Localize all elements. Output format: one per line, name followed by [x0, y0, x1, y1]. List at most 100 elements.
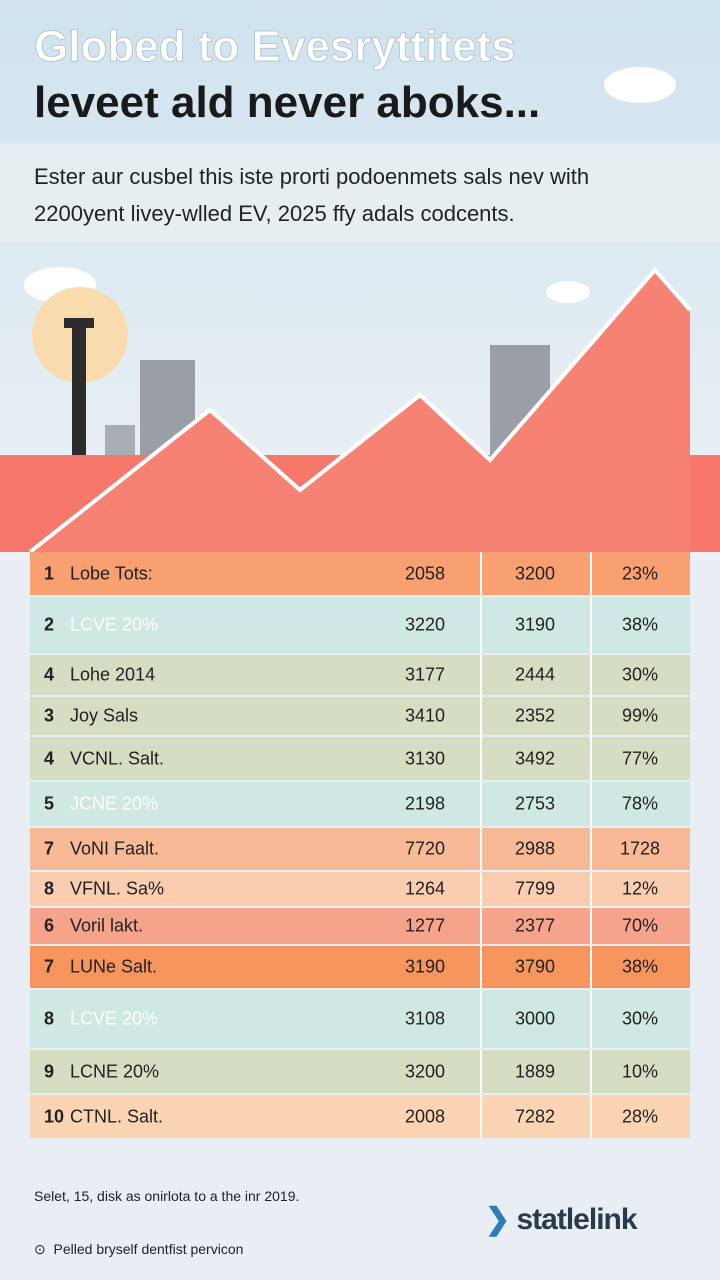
brand-name: statlelink [516, 1203, 637, 1236]
cell: 3410 [404, 705, 446, 726]
divider [590, 872, 592, 906]
rank: 4 [44, 664, 55, 685]
divider [480, 946, 482, 988]
rank: 8 [44, 878, 55, 899]
table-row: 2 LCVE 20% 3220 3190 38% [30, 597, 690, 653]
divider [480, 737, 482, 780]
rank: 10 [44, 1106, 65, 1126]
divider [590, 737, 592, 780]
divider [480, 782, 482, 826]
cell: 7282 [514, 1106, 556, 1126]
cell: 30% [621, 664, 659, 685]
divider [480, 872, 482, 906]
cell: 2058 [404, 563, 446, 583]
cell: 10% [621, 1061, 659, 1081]
rank: 4 [44, 748, 55, 768]
row-label: LCVE 20% [70, 1008, 159, 1029]
divider [480, 597, 482, 653]
title-line: leveet ald never aboks... [34, 78, 541, 127]
cell: 78% [621, 793, 659, 814]
divider [590, 1050, 592, 1093]
cell: 3190 [404, 956, 446, 977]
cell: 1277 [404, 915, 446, 936]
divider [480, 908, 482, 944]
cell: 3177 [404, 664, 446, 685]
rank: 7 [44, 838, 55, 859]
cell: 99% [621, 705, 659, 726]
cell: 3790 [514, 956, 556, 977]
row-label: CTNL. Salt. [70, 1106, 164, 1126]
divider [590, 828, 592, 870]
table-row: 7 VoNI Faalt. 7720 2988 1728 [30, 828, 690, 870]
table-row: 10 CTNL. Salt. 2008 7282 28% [30, 1095, 690, 1138]
table-row: 6 Voril lakt. 1277 2377 70% [30, 908, 690, 944]
cell: 3200 [404, 1061, 446, 1081]
cell: 2444 [514, 664, 556, 685]
cell: 3200 [514, 563, 556, 583]
cell: 3000 [514, 1008, 556, 1029]
cell: 2377 [514, 915, 556, 936]
cell: 28% [621, 1106, 659, 1126]
divider [590, 552, 592, 595]
rank: 3 [44, 705, 55, 726]
row-label: Lohe 2014 [70, 664, 156, 685]
divider [590, 946, 592, 988]
cell: 3130 [404, 748, 446, 768]
cell: 7799 [514, 878, 556, 899]
cell: 12% [621, 878, 659, 899]
table-row: 4 VCNL. Salt. 3130 3492 77% [30, 737, 690, 780]
divider [590, 908, 592, 944]
row-label: Voril lakt. [70, 915, 144, 936]
divider [590, 597, 592, 653]
divider [480, 655, 482, 695]
divider [590, 655, 592, 695]
scene [0, 0, 720, 560]
row-label: Joy Sals [70, 705, 139, 726]
divider [590, 697, 592, 735]
divider [480, 828, 482, 870]
cell: 38% [621, 956, 659, 977]
cell: 70% [621, 915, 659, 936]
rank: 7 [44, 956, 55, 977]
divider [480, 1095, 482, 1138]
cell: 3492 [514, 748, 556, 768]
divider [590, 990, 592, 1048]
rank: 6 [44, 915, 55, 936]
title-line: Globed to Evesryttitets [34, 22, 517, 72]
cell: 3220 [404, 614, 446, 635]
cell: 23% [621, 563, 659, 583]
row-label: LCNE 20% [70, 1061, 160, 1081]
cell: 2198 [404, 793, 446, 814]
table-row: 3 Joy Sals 3410 2352 99% [30, 697, 690, 735]
table-row: 4 Lohe 2014 3177 2444 30% [30, 655, 690, 695]
table-row: 7 LUNe Salt. 3190 3790 38% [30, 946, 690, 988]
divider [480, 552, 482, 595]
cell: 1728 [619, 838, 661, 859]
brand: ❯ statlelink [485, 1203, 638, 1236]
divider [480, 697, 482, 735]
cell: 7720 [404, 838, 446, 859]
intro-line: Ester aur cusbel this iste prorti podoen… [34, 164, 590, 189]
cell: 2988 [514, 838, 556, 859]
cell: 3108 [404, 1008, 446, 1029]
table-row: 1 Lobe Tots: 2058 3200 23% [30, 552, 690, 595]
rank: 2 [44, 614, 55, 635]
rank: 1 [44, 563, 55, 583]
row-label: VFNL. Sa% [70, 878, 165, 899]
row-label: VoNI Faalt. [70, 838, 160, 859]
rank: 5 [44, 793, 55, 814]
table-row: 8 LCVE 20% 3108 3000 30% [30, 990, 690, 1048]
cell: 2352 [514, 705, 556, 726]
divider [480, 1050, 482, 1093]
divider [480, 990, 482, 1048]
row-label: Lobe Tots: [70, 563, 153, 583]
cell: 30% [621, 1008, 659, 1029]
cell: 38% [621, 614, 659, 635]
cell: 77% [621, 748, 659, 768]
cell: 3190 [514, 614, 556, 635]
row-label: JCNE 20% [70, 793, 159, 814]
divider [590, 1095, 592, 1138]
cell: 1889 [514, 1061, 556, 1081]
row-label: LUNe Salt. [70, 956, 158, 977]
